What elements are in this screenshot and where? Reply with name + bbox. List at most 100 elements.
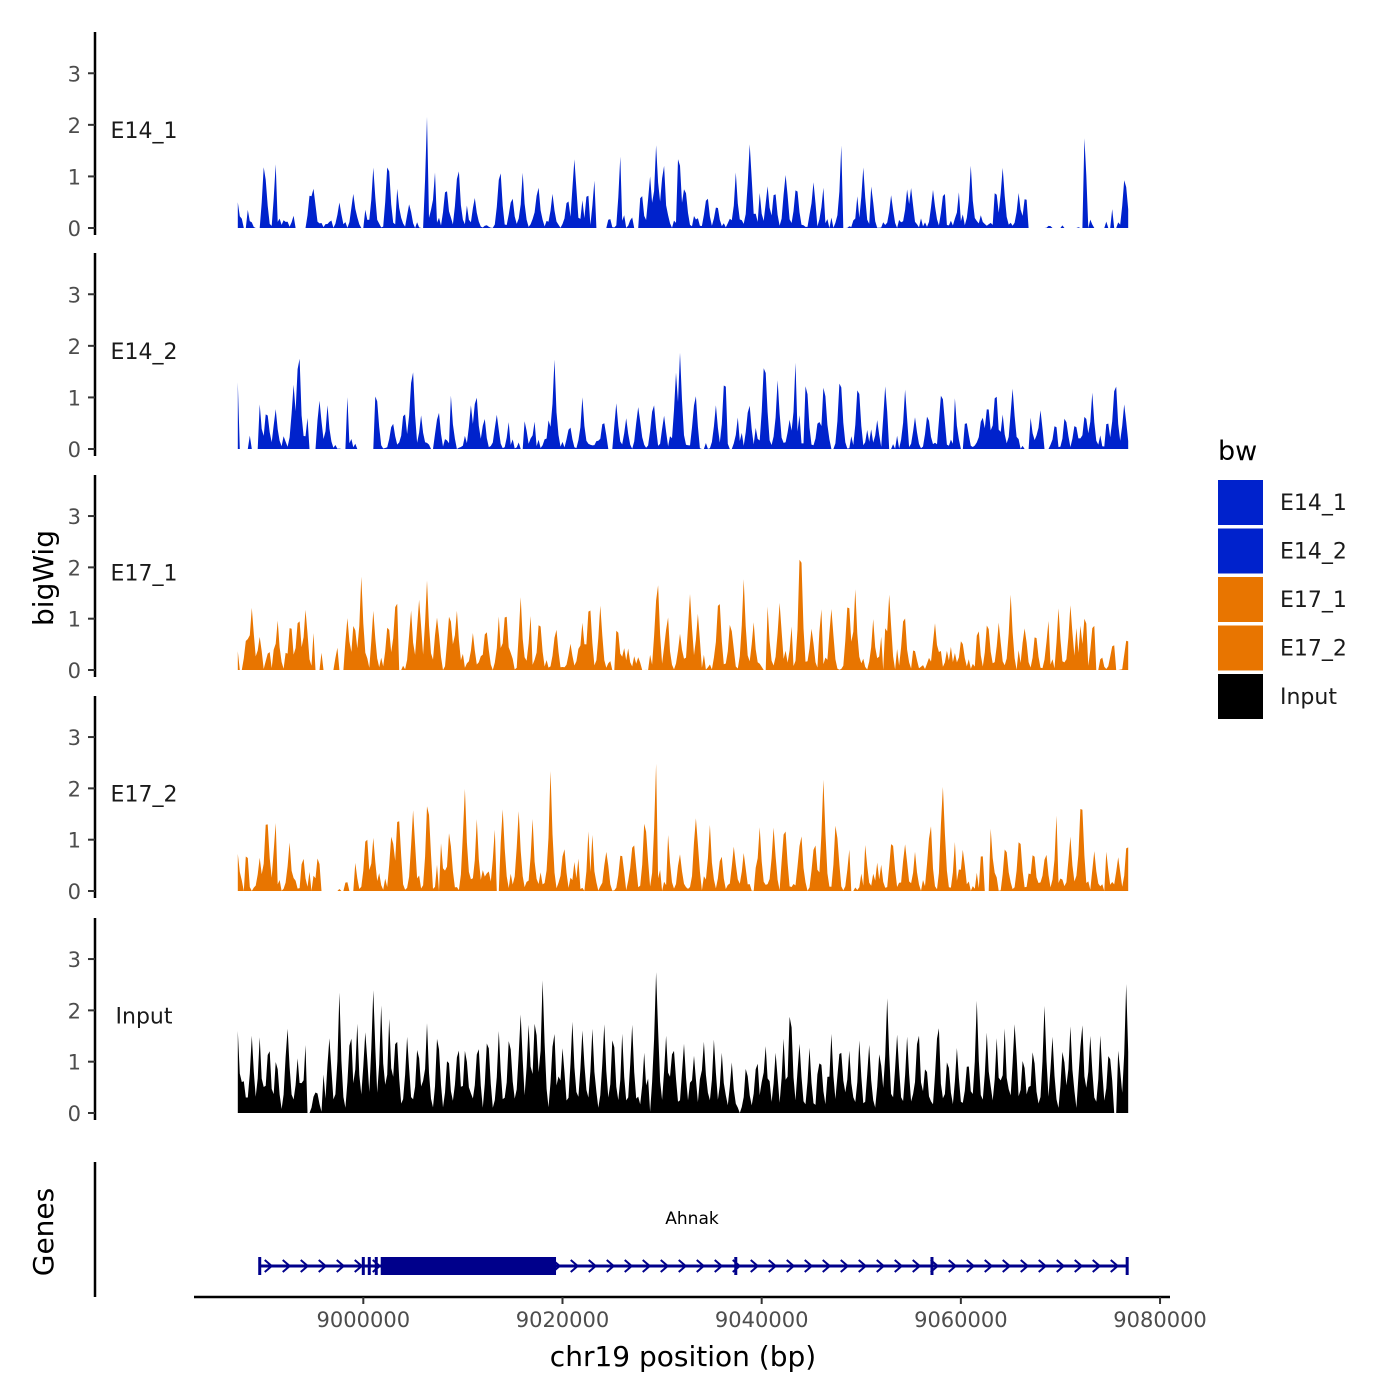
strand-arrow	[300, 1259, 310, 1273]
legend-swatch	[1218, 480, 1263, 525]
strand-arrow	[714, 1259, 724, 1273]
gene-exon	[930, 1257, 934, 1275]
strand-arrow	[606, 1259, 616, 1273]
y-tick-label: 3	[68, 726, 81, 750]
strand-arrow	[660, 1259, 670, 1273]
strand-arrow	[822, 1259, 832, 1273]
y-tick-label: 0	[68, 1102, 81, 1126]
strand-arrow	[804, 1259, 814, 1273]
signal-area-E17_1	[237, 559, 1129, 670]
track-E17_2: 0 1 2 3 E17_2	[68, 696, 1129, 904]
y-tick-label: 1	[68, 386, 81, 410]
signal-area-E14_2	[237, 352, 1129, 449]
genes-panel-title: Genes	[27, 1188, 60, 1276]
gene-exon	[361, 1257, 365, 1275]
gene-exon	[1125, 1257, 1129, 1275]
gene-exon	[380, 1257, 384, 1275]
x-tick-label: 9060000	[914, 1308, 1008, 1332]
strand-arrow	[858, 1259, 868, 1273]
track-label: E17_2	[111, 783, 178, 808]
x-tick-label: 9020000	[516, 1308, 610, 1332]
legend: bw E14_1 E14_2 E17_1 E17_2 Input	[1218, 436, 1347, 719]
legend-label: Input	[1280, 685, 1337, 710]
legend-label: E17_2	[1280, 637, 1347, 662]
track-E14_2: 0 1 2 3 E14_2	[68, 253, 1129, 462]
strand-arrow	[588, 1259, 598, 1273]
strand-arrow	[678, 1259, 688, 1273]
strand-arrow	[1020, 1259, 1030, 1273]
strand-arrow	[642, 1259, 652, 1273]
strand-arrow	[1038, 1259, 1048, 1273]
x-axis: 9000000 9020000 9040000 9060000 9080000	[194, 1295, 1207, 1332]
y-tick-label: 2	[68, 114, 81, 138]
strand-arrow	[840, 1259, 850, 1273]
y-tick-label: 1	[68, 608, 81, 632]
strand-arrow	[282, 1259, 292, 1273]
track-label: E14_2	[111, 340, 178, 365]
legend-swatch	[1218, 528, 1263, 574]
legend-label: E14_2	[1280, 540, 1347, 565]
x-tick-label: 9040000	[715, 1308, 809, 1332]
y-tick-label: 3	[68, 62, 81, 86]
strand-arrow	[336, 1259, 346, 1273]
strand-arrow	[984, 1259, 994, 1273]
strand-arrow	[1056, 1259, 1066, 1273]
track-Input: 0 1 2 3 Input	[68, 918, 1129, 1126]
y-tick-label: 1	[68, 829, 81, 853]
gene-exon	[374, 1257, 378, 1275]
legend-label: E17_1	[1280, 588, 1347, 613]
y-tick-label: 0	[68, 880, 81, 904]
signal-area-E14_1	[237, 116, 1129, 228]
y-tick-label: 1	[68, 1051, 81, 1075]
y-tick-label: 3	[68, 948, 81, 972]
strand-arrow	[570, 1259, 580, 1273]
legend-swatch	[1218, 577, 1263, 622]
strand-arrow	[624, 1259, 634, 1273]
y-tick-label: 1	[68, 165, 81, 189]
strand-arrow	[912, 1259, 922, 1273]
strand-arrow	[750, 1259, 760, 1273]
legend-title: bw	[1218, 436, 1257, 467]
gene-exon-block	[383, 1257, 555, 1275]
y-axis-title: bigWig	[27, 530, 60, 626]
track-E17_1: 0 1 2 3 E17_1	[68, 475, 1129, 683]
gene-label: Ahnak	[665, 1209, 719, 1229]
strand-arrow	[1002, 1259, 1012, 1273]
y-tick-label: 0	[68, 217, 81, 241]
track-label: E17_1	[111, 562, 178, 587]
track-E14_1: 0 1 2 3 E14_1	[68, 32, 1129, 241]
y-tick-label: 3	[68, 283, 81, 307]
gene-exon	[734, 1257, 738, 1275]
gene-exon	[367, 1257, 371, 1275]
strand-arrow	[318, 1259, 328, 1273]
genes-track: Ahnak	[93, 1162, 1129, 1297]
x-axis-title: chr19 position (bp)	[550, 1340, 816, 1373]
signal-area-Input	[237, 972, 1129, 1113]
y-tick-label: 0	[68, 438, 81, 462]
x-tick-label: 9000000	[317, 1308, 411, 1332]
y-tick-label: 2	[68, 556, 81, 580]
strand-arrow	[1092, 1259, 1102, 1273]
strand-arrow	[354, 1259, 364, 1273]
strand-arrow	[948, 1259, 958, 1273]
y-tick-label: 2	[68, 335, 81, 359]
track-label: Input	[116, 1005, 173, 1030]
x-tick-label: 9080000	[1113, 1308, 1207, 1332]
strand-arrow	[876, 1259, 886, 1273]
y-tick-label: 2	[68, 777, 81, 801]
track-label: E14_1	[111, 119, 178, 144]
gene-exon	[258, 1257, 262, 1275]
legend-swatch	[1218, 674, 1263, 719]
strand-arrow	[1074, 1259, 1084, 1273]
strand-arrow	[768, 1259, 778, 1273]
strand-arrow	[966, 1259, 976, 1273]
signal-area-E17_2	[237, 763, 1129, 891]
y-tick-label: 2	[68, 999, 81, 1023]
legend-swatch	[1218, 625, 1263, 671]
strand-arrow	[894, 1259, 904, 1273]
strand-arrow	[264, 1259, 274, 1273]
strand-arrow	[1110, 1259, 1120, 1273]
strand-arrow	[786, 1259, 796, 1273]
y-tick-label: 3	[68, 505, 81, 529]
